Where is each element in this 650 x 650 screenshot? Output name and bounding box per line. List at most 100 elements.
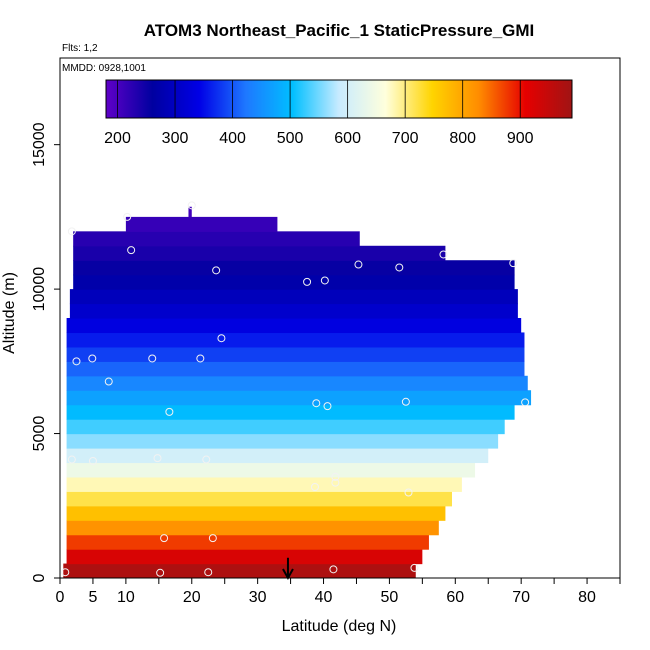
heatmap-cell [66,346,525,362]
y-axis-label: Altitude (m) [1,272,18,354]
sample-point [204,568,213,577]
sample-point [123,212,132,221]
heatmap-cell [73,260,515,276]
x-tick-label: 80 [578,589,596,606]
sample-point [401,397,410,406]
x-tick-label: 60 [446,589,464,606]
sample-point [104,377,113,386]
heatmap-cell [66,375,528,391]
sample-point [303,277,312,286]
y-tick-label: 15000 [31,122,48,167]
colorbar-tick-label: 700 [392,130,419,147]
sample-point [331,478,340,487]
heatmap-cell [73,245,446,261]
sample-point [217,334,226,343]
sample-point [67,227,76,236]
sample-point [148,354,157,363]
sample-point [67,455,76,464]
x-axis: 0 5 10 20 30 40 50 60 70 80 [56,578,621,606]
heatmap-cell [66,419,505,435]
sample-point [72,357,81,366]
sample-point [127,246,136,255]
sample-point [88,354,97,363]
x-axis-label: Latitude (deg N) [282,618,397,635]
colorbar-tick-label: 800 [449,130,476,147]
colorbar-tick-label: 300 [162,130,189,147]
heatmap-cell [73,231,360,247]
heatmap-cell [66,476,462,492]
sample-point [509,259,518,268]
heatmap-cell [125,216,278,232]
flights-note: Flts: 1,2 [62,43,98,54]
colorbar-ticks: 200 300 400 500 600 700 800 900 [104,80,534,147]
sample-point [410,563,419,572]
y-tick-label: 5000 [31,416,48,452]
sample-point [395,263,404,272]
heatmap-cell [66,390,532,406]
colorbar-tick-label: 200 [104,130,131,147]
heatmap-cell [66,520,439,536]
colorbar-gradient [105,79,573,119]
y-tick-label: 0 [31,573,48,582]
sample-point [160,534,169,543]
sample-point [212,266,221,275]
sample-point [354,260,363,269]
x-tick-label: 5 [88,589,97,606]
heatmap-layers [63,206,532,578]
sample-point [187,201,196,210]
x-tick-label: 70 [512,589,530,606]
x-tick-label: 20 [183,589,201,606]
heatmap-cell [66,462,476,478]
chart-title: ATOM3 Northeast_Pacific_1 StaticPressure… [144,21,535,40]
heatmap-cell [66,534,429,550]
sample-points [61,201,530,577]
heatmap-cell [63,563,416,578]
x-tick-label: 10 [117,589,135,606]
sample-point [61,568,70,577]
x-tick-label: 40 [315,589,333,606]
heatmap-cell [66,404,515,420]
sample-point [202,455,211,464]
colorbar-tick-label: 500 [277,130,304,147]
heatmap-cell [69,289,518,305]
heatmap-cell [73,274,515,290]
sample-point [323,402,332,411]
heatmap-cell [66,332,525,348]
x-tick-label: 0 [56,589,65,606]
heatmap-cell [66,505,446,521]
heatmap-cell [66,448,489,464]
heatmap-cell [66,549,423,565]
sample-point [196,354,205,363]
colorbar-tick-label: 400 [219,130,246,147]
heatmap-cell [69,303,518,319]
sample-point [439,250,448,259]
heatmap-cell [66,491,453,507]
sample-point [521,398,530,407]
sample-point [156,568,165,577]
heatmap-cell [66,361,525,377]
sample-point [88,457,97,465]
plot-frame [59,57,621,579]
x-tick-label: 50 [381,589,399,606]
heatmap-cell [66,318,522,334]
sample-point [329,565,338,574]
colorbar-tick-label: 900 [507,130,534,147]
colorbar-tick-label: 600 [334,130,361,147]
sample-point [404,488,413,497]
sample-point [310,483,319,491]
dates-note: MMDD: 0928,1001 [62,63,146,74]
x-tick-label: 30 [249,589,267,606]
sample-point [208,534,217,543]
heatmap-cell [66,433,499,449]
colorbar-box-bg [61,59,64,62]
y-tick-label: 10000 [31,267,48,312]
sample-point [320,276,329,285]
sample-point [312,399,321,408]
sample-point [165,407,174,416]
colorbar: MMDD: 0928,1001 200 300 400 500 600 700 800 900 [61,59,573,147]
heatmap-cell [188,206,192,218]
sample-point [153,454,162,463]
y-axis: 0 5000 10000 15000 [31,122,60,582]
sample-point [331,472,340,481]
